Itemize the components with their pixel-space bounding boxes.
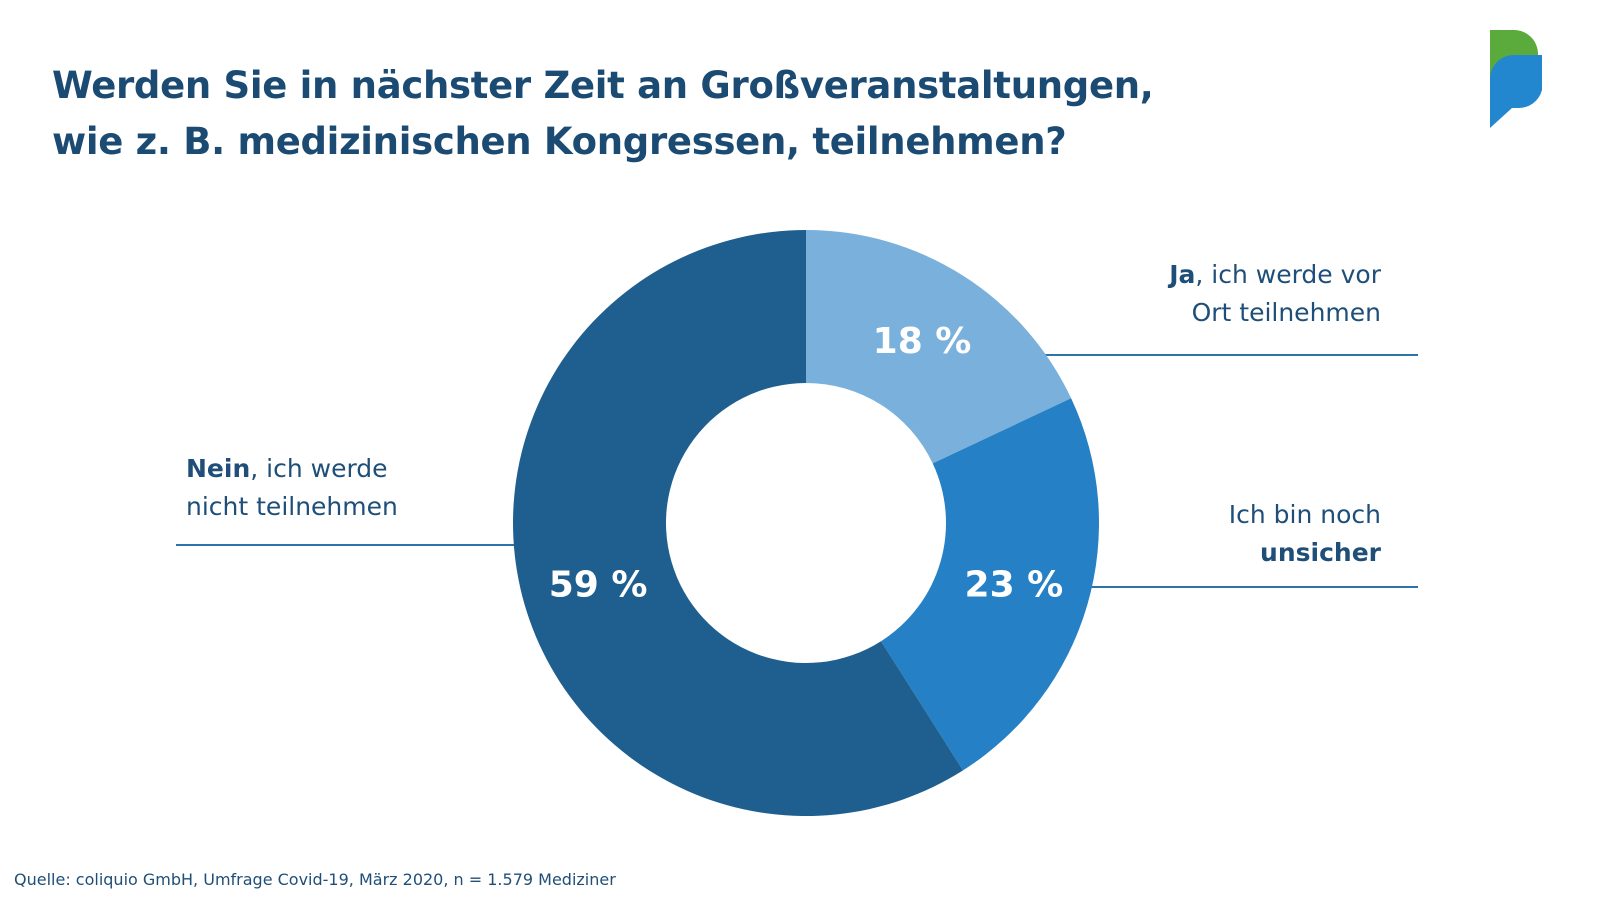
data-label-unsicher: 23 % — [965, 564, 1064, 605]
legend-nein-line-2: nicht teilnehmen — [186, 492, 398, 521]
data-label-nein: 59 % — [549, 564, 648, 605]
legend-ja: Ja, ich werde vor Ort teilnehmen — [1169, 256, 1381, 332]
legend-nein-rest: , ich werde — [250, 454, 388, 483]
legend-ja-line-1: Ja, ich werde vor — [1169, 256, 1381, 294]
speech-bubbles-logo-icon — [1490, 30, 1542, 128]
donut-slice-ja — [806, 230, 1072, 464]
donut-slice-unsicher — [881, 398, 1099, 771]
legend-unsicher: Ich bin noch unsicher — [1229, 496, 1381, 572]
legend-nein: Nein, ich werde nicht teilnehmen — [186, 450, 398, 526]
chart-title-line-2: wie z. B. medizinischen Kongressen, teil… — [52, 120, 1067, 163]
legend-ja-rest: , ich werde vor — [1195, 260, 1381, 289]
legend-ja-line-2: Ort teilnehmen — [1191, 298, 1381, 327]
chart-title-line-1: Werden Sie in nächster Zeit an Großveran… — [52, 64, 1154, 107]
logo-blue-bubble — [1490, 54, 1542, 128]
source-note: Quelle: coliquio GmbH, Umfrage Covid-19,… — [14, 870, 616, 889]
legend-nein-bold: Nein — [186, 454, 251, 483]
legend-unsicher-line-1: Ich bin noch — [1228, 500, 1381, 529]
legend-nein-line-1: Nein, ich werde — [186, 450, 398, 488]
data-label-ja: 18 % — [873, 321, 972, 362]
legend-unsicher-bold: unsicher — [1260, 538, 1381, 567]
chart-title: Werden Sie in nächster Zeit an Großveran… — [52, 58, 1252, 170]
legend-ja-bold: Ja — [1169, 260, 1196, 289]
donut-slice-nein — [512, 230, 963, 816]
